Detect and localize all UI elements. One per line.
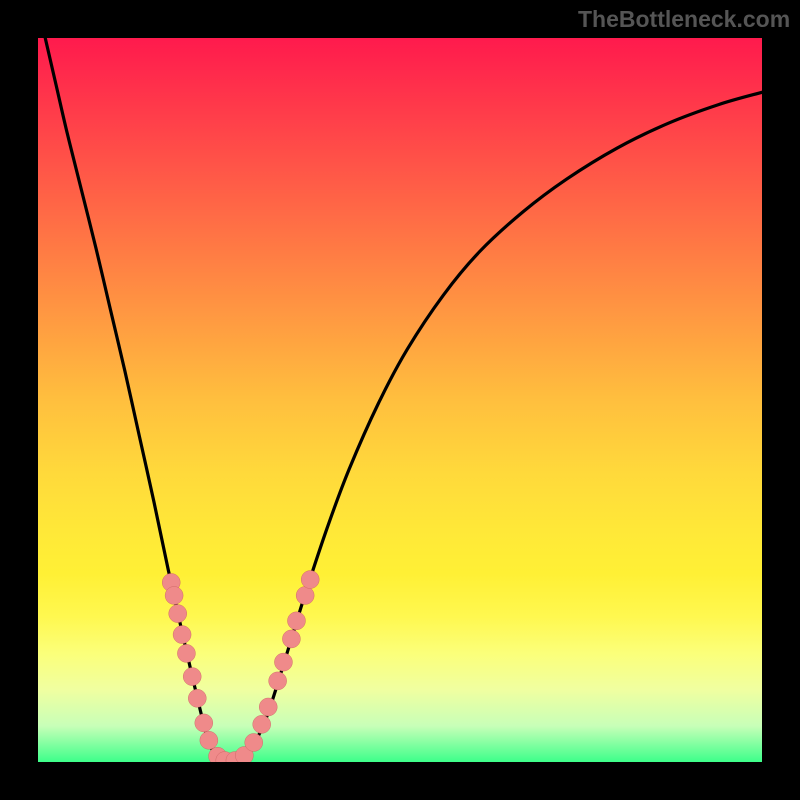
plot-svg <box>38 38 762 762</box>
data-marker <box>177 644 195 662</box>
data-marker <box>282 630 300 648</box>
data-marker <box>253 715 271 733</box>
data-marker <box>274 653 292 671</box>
plot-area <box>38 38 762 762</box>
marker-group <box>162 571 319 762</box>
chart-frame: TheBottleneck.com <box>0 0 800 800</box>
curve-right <box>233 92 762 761</box>
data-marker <box>183 668 201 686</box>
data-marker <box>200 731 218 749</box>
data-marker <box>287 612 305 630</box>
data-marker <box>301 571 319 589</box>
data-marker <box>165 586 183 604</box>
data-marker <box>169 605 187 623</box>
data-marker <box>259 698 277 716</box>
data-marker <box>269 672 287 690</box>
data-marker <box>296 586 314 604</box>
data-marker <box>245 733 263 751</box>
data-marker <box>188 689 206 707</box>
curve-left <box>38 38 226 761</box>
attribution-text: TheBottleneck.com <box>578 6 790 33</box>
data-marker <box>173 626 191 644</box>
data-marker <box>195 714 213 732</box>
